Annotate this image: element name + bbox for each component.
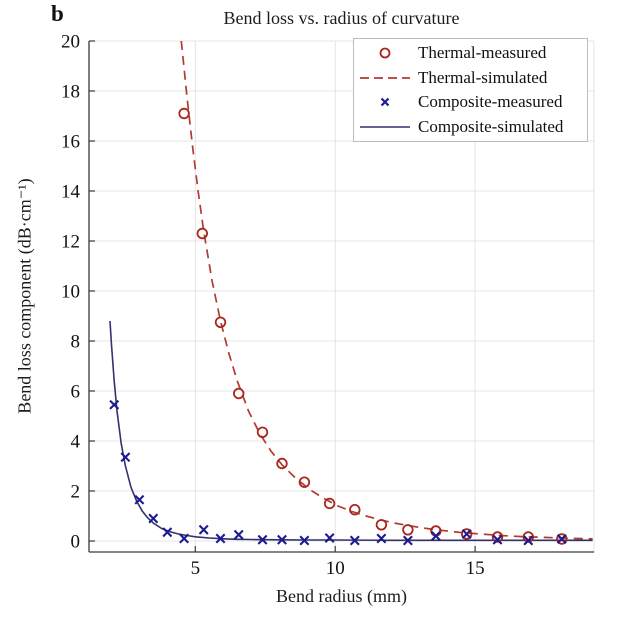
x-marker <box>277 534 287 545</box>
x-marker <box>492 534 503 545</box>
x-marker <box>402 535 413 546</box>
x-marker <box>299 535 310 546</box>
x-marker <box>376 533 387 544</box>
y-tick-label: 6 <box>71 382 81 403</box>
x-marker <box>233 529 244 540</box>
x-marker <box>134 494 145 505</box>
legend-label: Thermal-simulated <box>418 67 548 87</box>
circle-marker <box>276 457 288 470</box>
x-marker <box>556 534 567 544</box>
series-markers-thermal-measured <box>178 107 568 545</box>
legend-item-thermal-measured: Thermal-measured <box>358 41 587 66</box>
circle-marker <box>461 528 473 540</box>
y-tick-label: 2 <box>71 482 81 503</box>
circle-marker-icon <box>379 47 391 59</box>
solid-line-icon <box>360 125 410 128</box>
circle-marker <box>256 426 269 439</box>
x-marker <box>430 531 441 541</box>
x-marker <box>324 533 335 543</box>
legend-item-composite-measured: Composite-measured <box>358 90 587 115</box>
x-marker <box>162 527 173 538</box>
x-marker <box>349 535 360 546</box>
circle-marker <box>375 519 388 531</box>
circle-marker <box>178 107 190 120</box>
chart-title: Bend loss vs. radius of curvature <box>223 8 460 28</box>
y-tick-label: 18 <box>61 82 80 103</box>
x-tick-label: 5 <box>191 558 201 579</box>
x-marker-icon <box>380 97 390 107</box>
x-marker <box>148 513 159 524</box>
x-marker <box>257 534 268 545</box>
circle-marker <box>196 227 209 240</box>
y-tick-label: 10 <box>61 282 80 303</box>
x-marker <box>215 533 226 544</box>
y-tick-label: 8 <box>71 332 81 353</box>
legend-label: Composite-measured <box>418 92 563 112</box>
circle-marker <box>491 531 504 543</box>
dashed-line-icon <box>360 76 410 79</box>
x-marker <box>179 533 190 544</box>
x-tick-label: 10 <box>326 558 345 579</box>
y-tick-label: 12 <box>61 232 80 253</box>
y-tick-label: 16 <box>61 132 80 153</box>
circle-marker <box>349 504 361 516</box>
legend-item-thermal-simulated: Thermal-simulated <box>358 66 587 91</box>
x-marker <box>198 524 209 535</box>
circle-marker <box>298 476 311 488</box>
legend-box: Thermal-measured Thermal-simulated Compo… <box>353 38 588 142</box>
circle-marker <box>323 497 336 510</box>
series-markers-composite-measured <box>109 399 567 546</box>
circle-marker <box>232 387 245 400</box>
legend-label: Thermal-measured <box>418 43 547 63</box>
circle-marker <box>556 533 568 545</box>
x-marker <box>120 452 131 463</box>
legend-label: Composite-simulated <box>418 116 564 136</box>
series-line-thermal-simulated <box>180 40 593 540</box>
y-axis-label: Bend loss component (dB·cm⁻¹) <box>14 178 35 414</box>
x-marker <box>461 529 472 539</box>
x-marker <box>109 399 120 410</box>
circle-marker <box>402 524 414 536</box>
x-axis-label: Bend radius (mm) <box>276 586 407 606</box>
y-tick-label: 14 <box>61 182 81 203</box>
x-marker <box>523 535 534 546</box>
circle-marker <box>214 316 227 329</box>
y-tick-label: 0 <box>71 532 81 553</box>
y-tick-label: 20 <box>61 32 80 53</box>
legend-item-composite-simulated: Composite-simulated <box>358 115 587 140</box>
y-tick-label: 4 <box>71 432 81 453</box>
panel-label: b <box>51 1 64 26</box>
x-tick-label: 15 <box>466 558 485 579</box>
